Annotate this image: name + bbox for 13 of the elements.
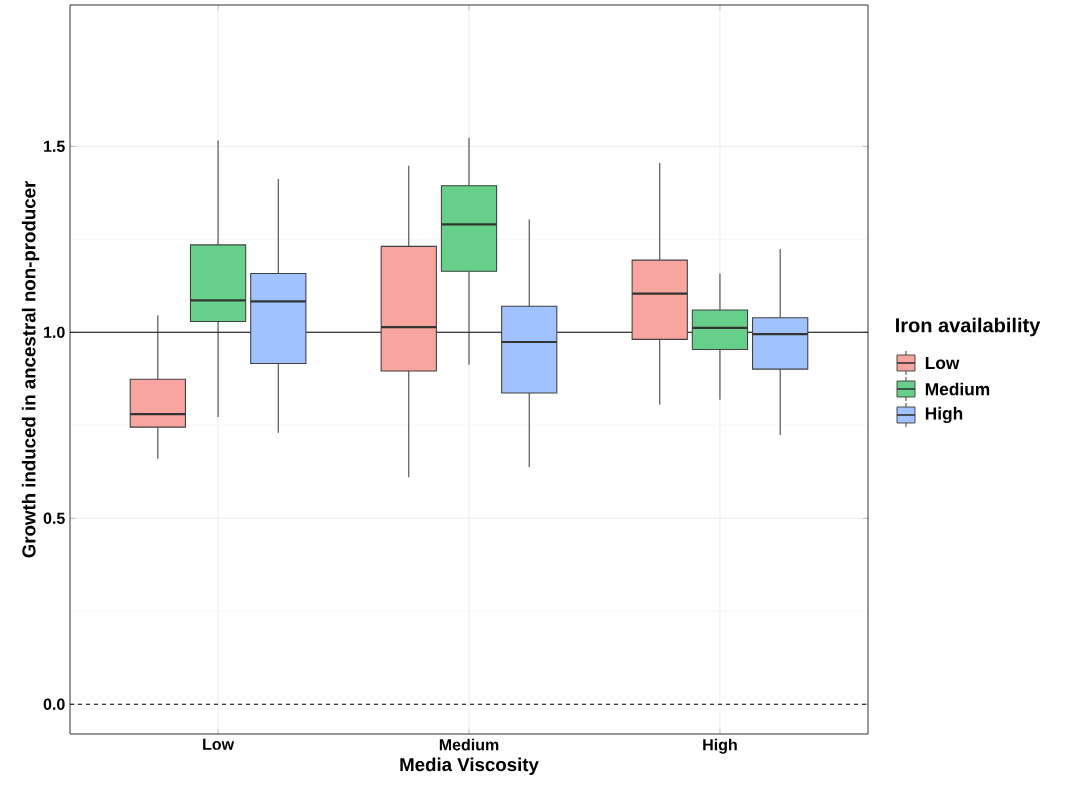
x-tick-label: High	[703, 738, 737, 754]
x-tick-label: Medium	[439, 738, 499, 751]
legend-title: Iron availability	[896, 317, 1041, 337]
y-tick-label: 0.0	[43, 698, 65, 710]
legend-label: Medium	[925, 382, 990, 396]
y-tick-label: 1.5	[44, 140, 65, 152]
y-tick-label: 0.5	[43, 512, 65, 524]
y-tick-label: 1.0	[44, 326, 65, 338]
x-axis-title: Media Viscosity	[400, 757, 539, 775]
legend-label: Low	[925, 356, 960, 370]
x-tick-label: Low	[203, 738, 235, 750]
legend-label: High	[925, 406, 963, 424]
y-axis-title: Growth induced in ancestral non-producer	[21, 181, 40, 558]
